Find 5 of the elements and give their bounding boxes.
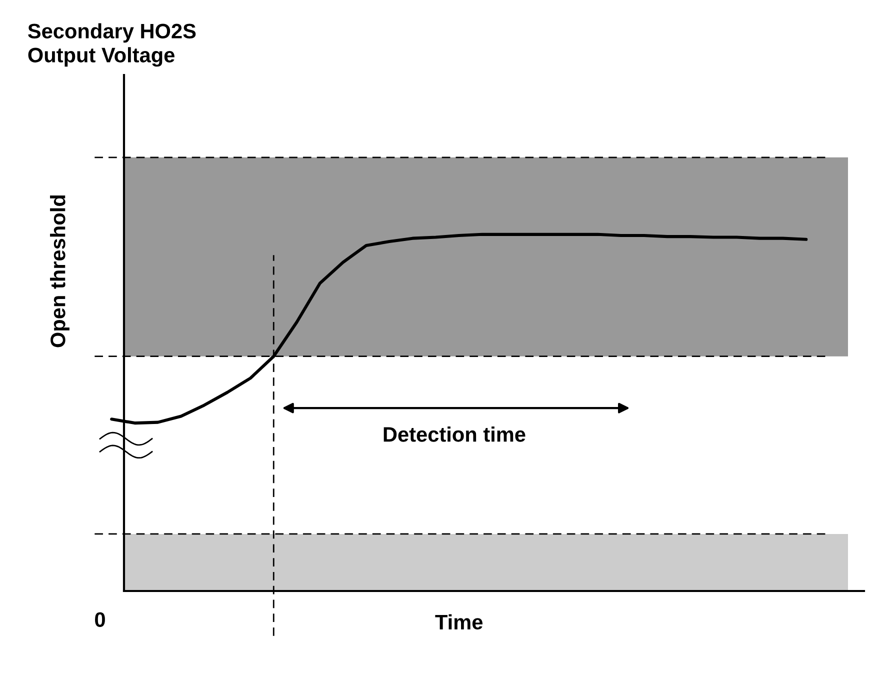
x-axis-title: Time: [435, 614, 482, 630]
text: 0: [95, 612, 105, 627]
chart-title: Secondary HO2S Output Voltage: [28, 23, 196, 67]
y-axis-title: Open threshold: [50, 195, 70, 348]
annotation: Detection time: [384, 426, 526, 442]
